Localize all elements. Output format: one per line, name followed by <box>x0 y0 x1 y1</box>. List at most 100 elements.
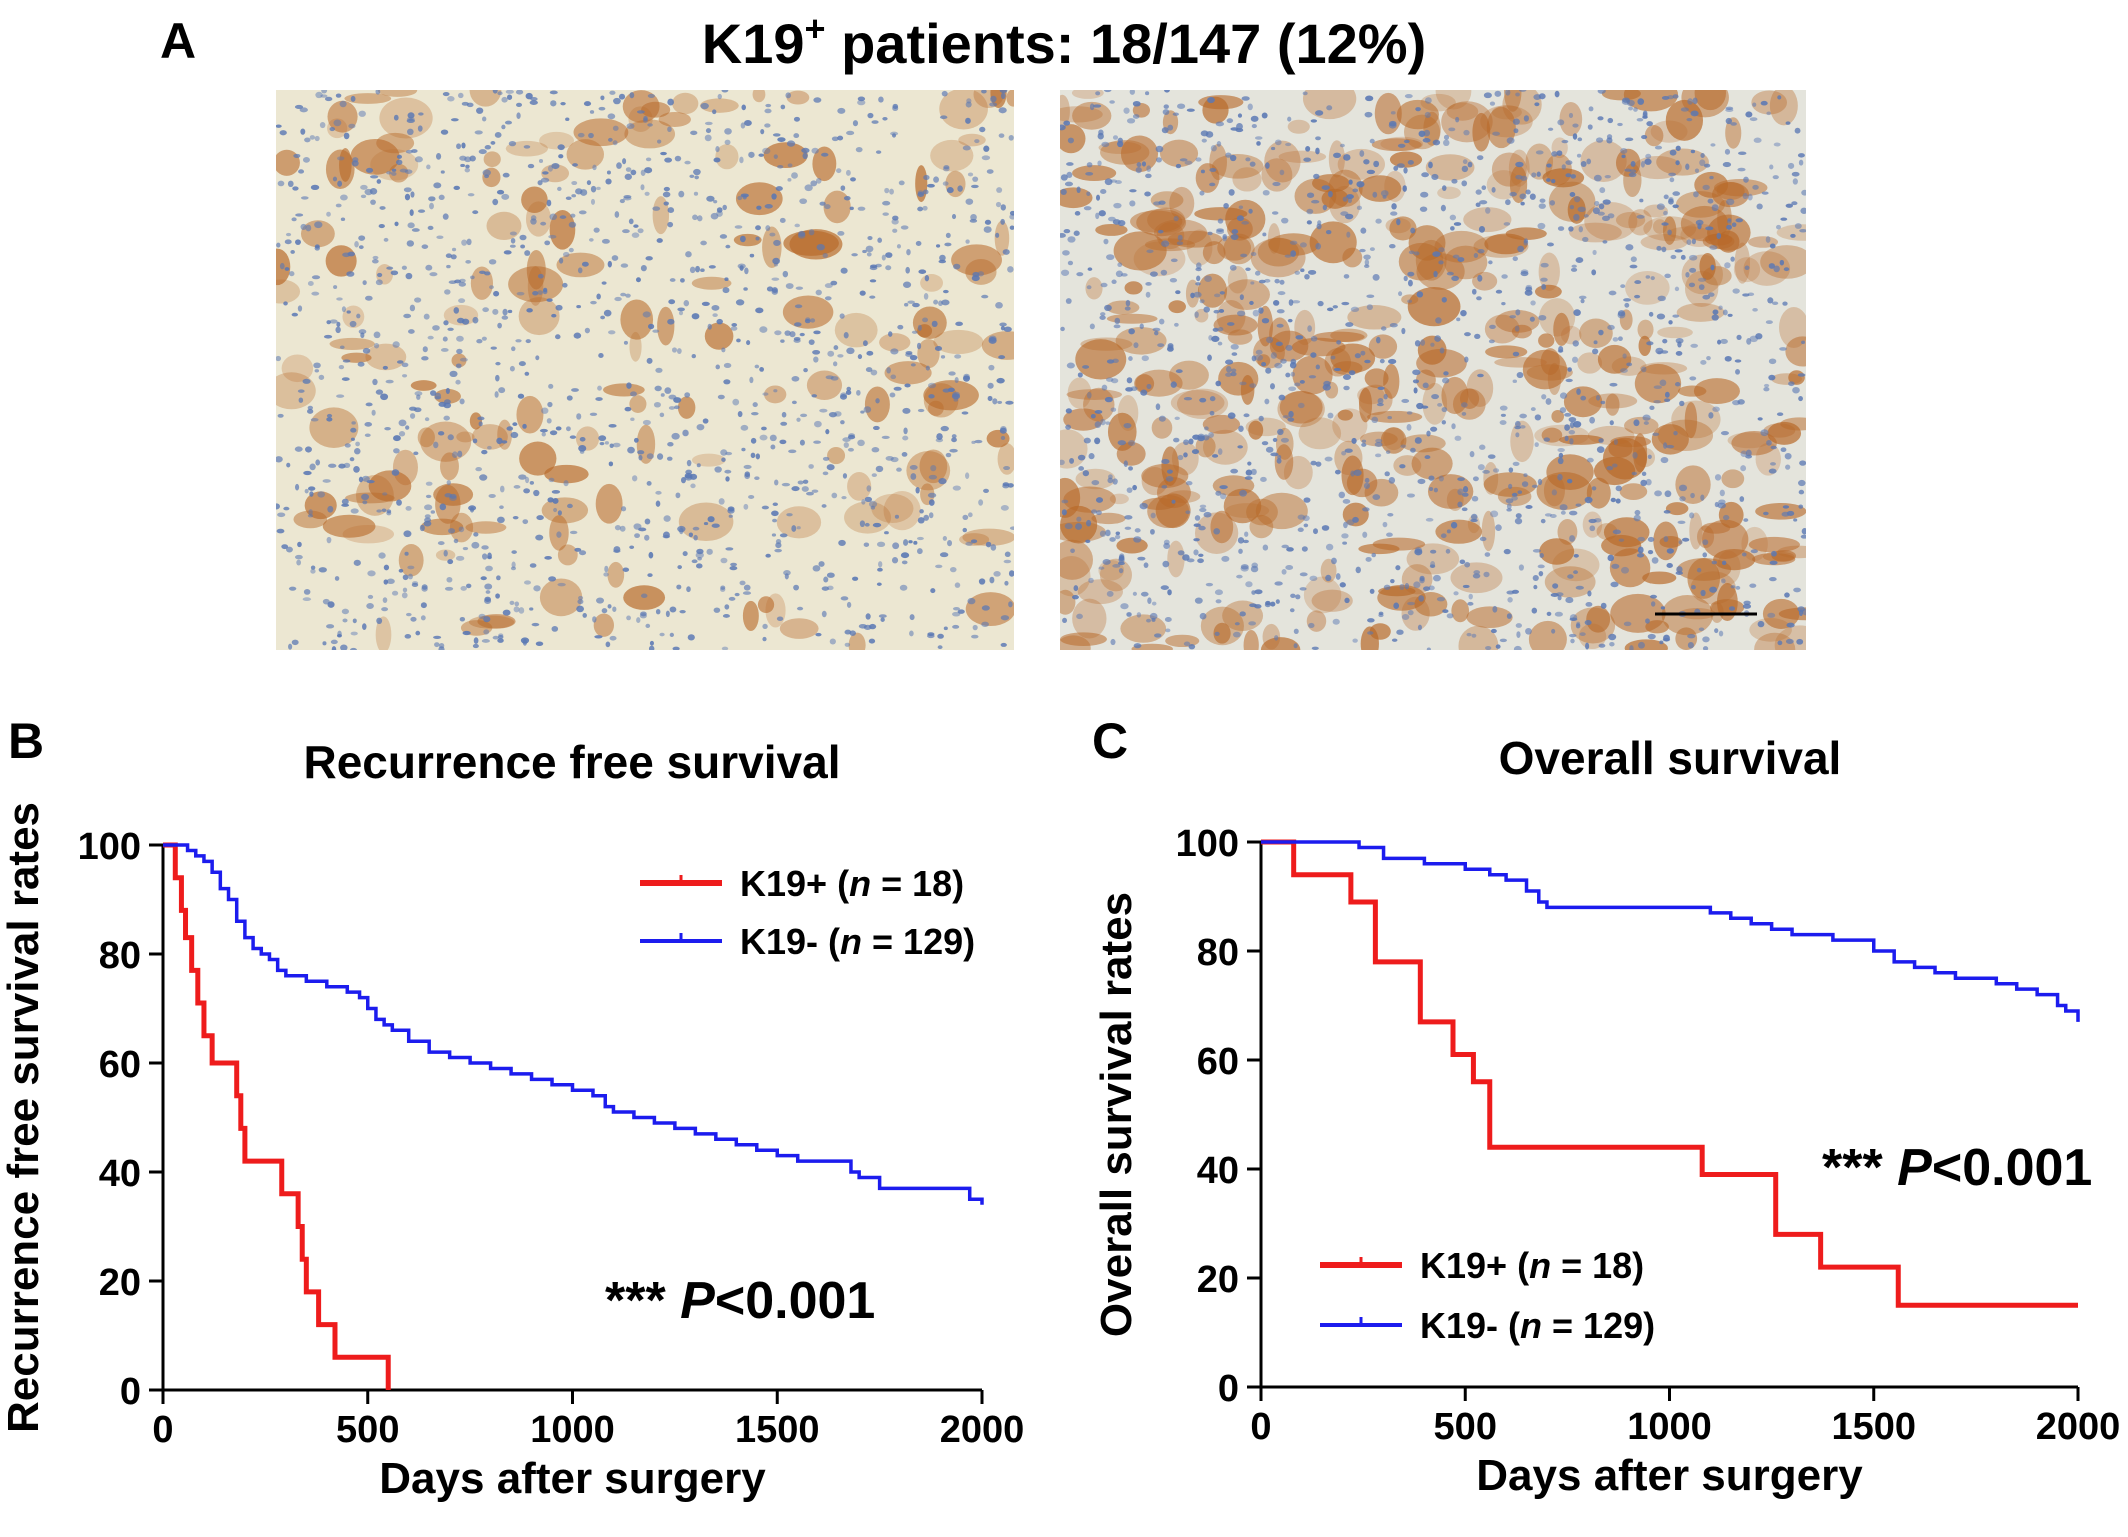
nucleus <box>1060 326 1065 332</box>
nucleus <box>892 542 900 550</box>
nucleus <box>1177 550 1185 556</box>
nucleus <box>951 214 957 220</box>
nucleus <box>543 287 548 293</box>
nucleus <box>1284 254 1292 258</box>
nucleus <box>1251 355 1257 362</box>
nucleus <box>1802 608 1806 616</box>
nucleus <box>1389 323 1398 328</box>
nucleus <box>295 213 304 217</box>
nucleus <box>1169 277 1178 283</box>
nucleus <box>1531 172 1537 178</box>
nucleus <box>1249 300 1254 306</box>
nucleus <box>1277 291 1286 296</box>
nucleus <box>1074 211 1081 216</box>
nucleus <box>1428 475 1435 481</box>
nucleus <box>636 617 641 624</box>
nucleus <box>1793 587 1801 593</box>
nucleus <box>293 153 301 158</box>
nucleus <box>1724 355 1732 362</box>
nucleus <box>983 145 990 152</box>
nucleus <box>704 134 712 142</box>
nucleus <box>1155 403 1161 411</box>
nucleus <box>667 318 675 325</box>
nucleus <box>372 378 378 386</box>
nucleus <box>1229 264 1237 271</box>
nucleus <box>687 634 695 641</box>
stain-blob <box>1377 584 1426 611</box>
nucleus <box>481 639 490 643</box>
stain-blob <box>595 483 623 524</box>
nucleus <box>1241 96 1250 101</box>
nucleus <box>415 630 421 636</box>
nucleus <box>1362 507 1370 512</box>
stain-blob <box>539 131 574 150</box>
nucleus <box>601 281 607 285</box>
nucleus <box>992 398 998 405</box>
nucleus <box>1695 219 1704 226</box>
nucleus <box>1327 190 1333 198</box>
nucleus <box>646 453 654 460</box>
nucleus <box>624 406 632 412</box>
nucleus <box>876 541 886 548</box>
nucleus <box>724 604 730 610</box>
stain-blob <box>309 407 359 448</box>
nucleus <box>1009 225 1014 230</box>
stain-blob <box>1466 369 1494 408</box>
nucleus <box>1367 631 1374 635</box>
nucleus <box>1672 204 1679 209</box>
nucleus <box>1270 601 1276 607</box>
nucleus <box>1507 597 1513 603</box>
nucleus <box>1260 476 1267 482</box>
nucleus <box>291 312 298 317</box>
nucleus <box>735 299 745 306</box>
nucleus <box>690 130 698 136</box>
nucleus <box>535 641 544 647</box>
nucleus <box>1722 514 1730 521</box>
nucleus <box>1087 267 1093 271</box>
nucleus <box>1492 605 1498 613</box>
nucleus <box>1659 640 1664 645</box>
micrograph-right <box>1060 90 1806 650</box>
stain-blob <box>456 431 475 443</box>
nucleus <box>1060 269 1070 276</box>
nucleus <box>663 186 670 192</box>
nucleus <box>1423 129 1431 137</box>
nucleus <box>526 308 533 313</box>
nucleus <box>867 112 874 119</box>
nucleus <box>304 488 309 494</box>
nucleus <box>1294 270 1301 275</box>
nucleus <box>1237 445 1243 449</box>
nucleus <box>1438 475 1444 482</box>
nucleus <box>811 394 818 398</box>
nucleus <box>1663 210 1668 216</box>
nucleus <box>900 225 909 230</box>
nucleus <box>951 393 960 400</box>
nucleus <box>1490 510 1499 518</box>
nucleus <box>436 235 444 239</box>
nucleus <box>741 104 746 111</box>
nucleus <box>337 156 345 161</box>
nucleus <box>1244 531 1249 537</box>
nucleus <box>377 272 383 278</box>
stain-blob <box>483 151 501 168</box>
nucleus <box>1617 336 1623 341</box>
nucleus <box>1475 189 1482 195</box>
nucleus <box>401 362 409 368</box>
nucleus <box>871 120 879 124</box>
nucleus <box>482 307 489 313</box>
nucleus <box>525 339 531 344</box>
nucleus <box>1109 100 1115 104</box>
nucleus <box>1557 595 1562 601</box>
nucleus <box>1647 549 1654 555</box>
nucleus <box>989 102 998 107</box>
nucleus <box>1077 454 1086 461</box>
nucleus <box>1501 274 1508 279</box>
nucleus <box>429 202 434 210</box>
nucleus <box>1281 217 1289 224</box>
nucleus <box>821 610 827 618</box>
nucleus <box>715 364 720 370</box>
nucleus <box>1066 171 1073 179</box>
nucleus <box>496 437 503 445</box>
nucleus <box>276 528 285 534</box>
nucleus <box>629 545 635 549</box>
